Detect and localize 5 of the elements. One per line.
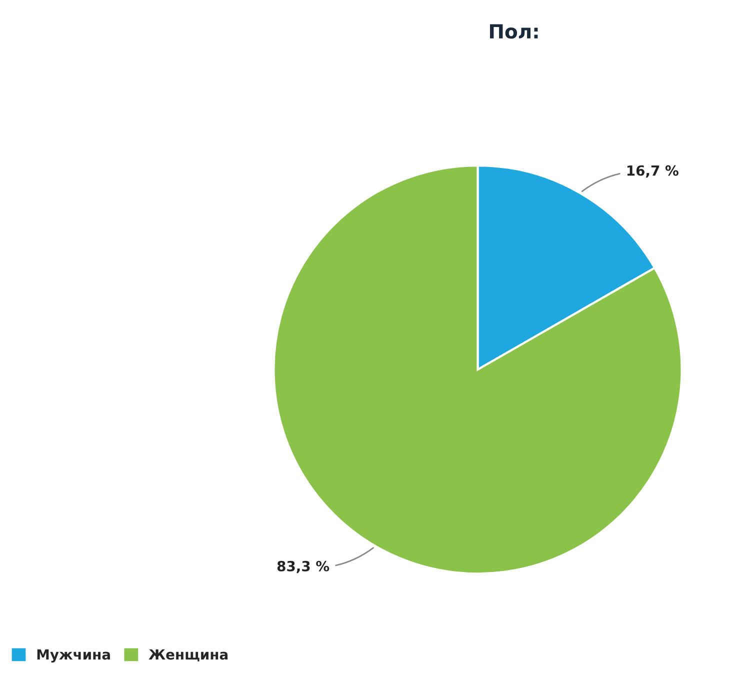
legend-label: Мужчина <box>37 649 110 662</box>
chart-title: Пол: <box>490 24 538 39</box>
data-label: 16,7 % <box>627 165 678 178</box>
legend-label: Женщина <box>148 649 228 662</box>
data-label: 83,3 % <box>277 560 330 574</box>
